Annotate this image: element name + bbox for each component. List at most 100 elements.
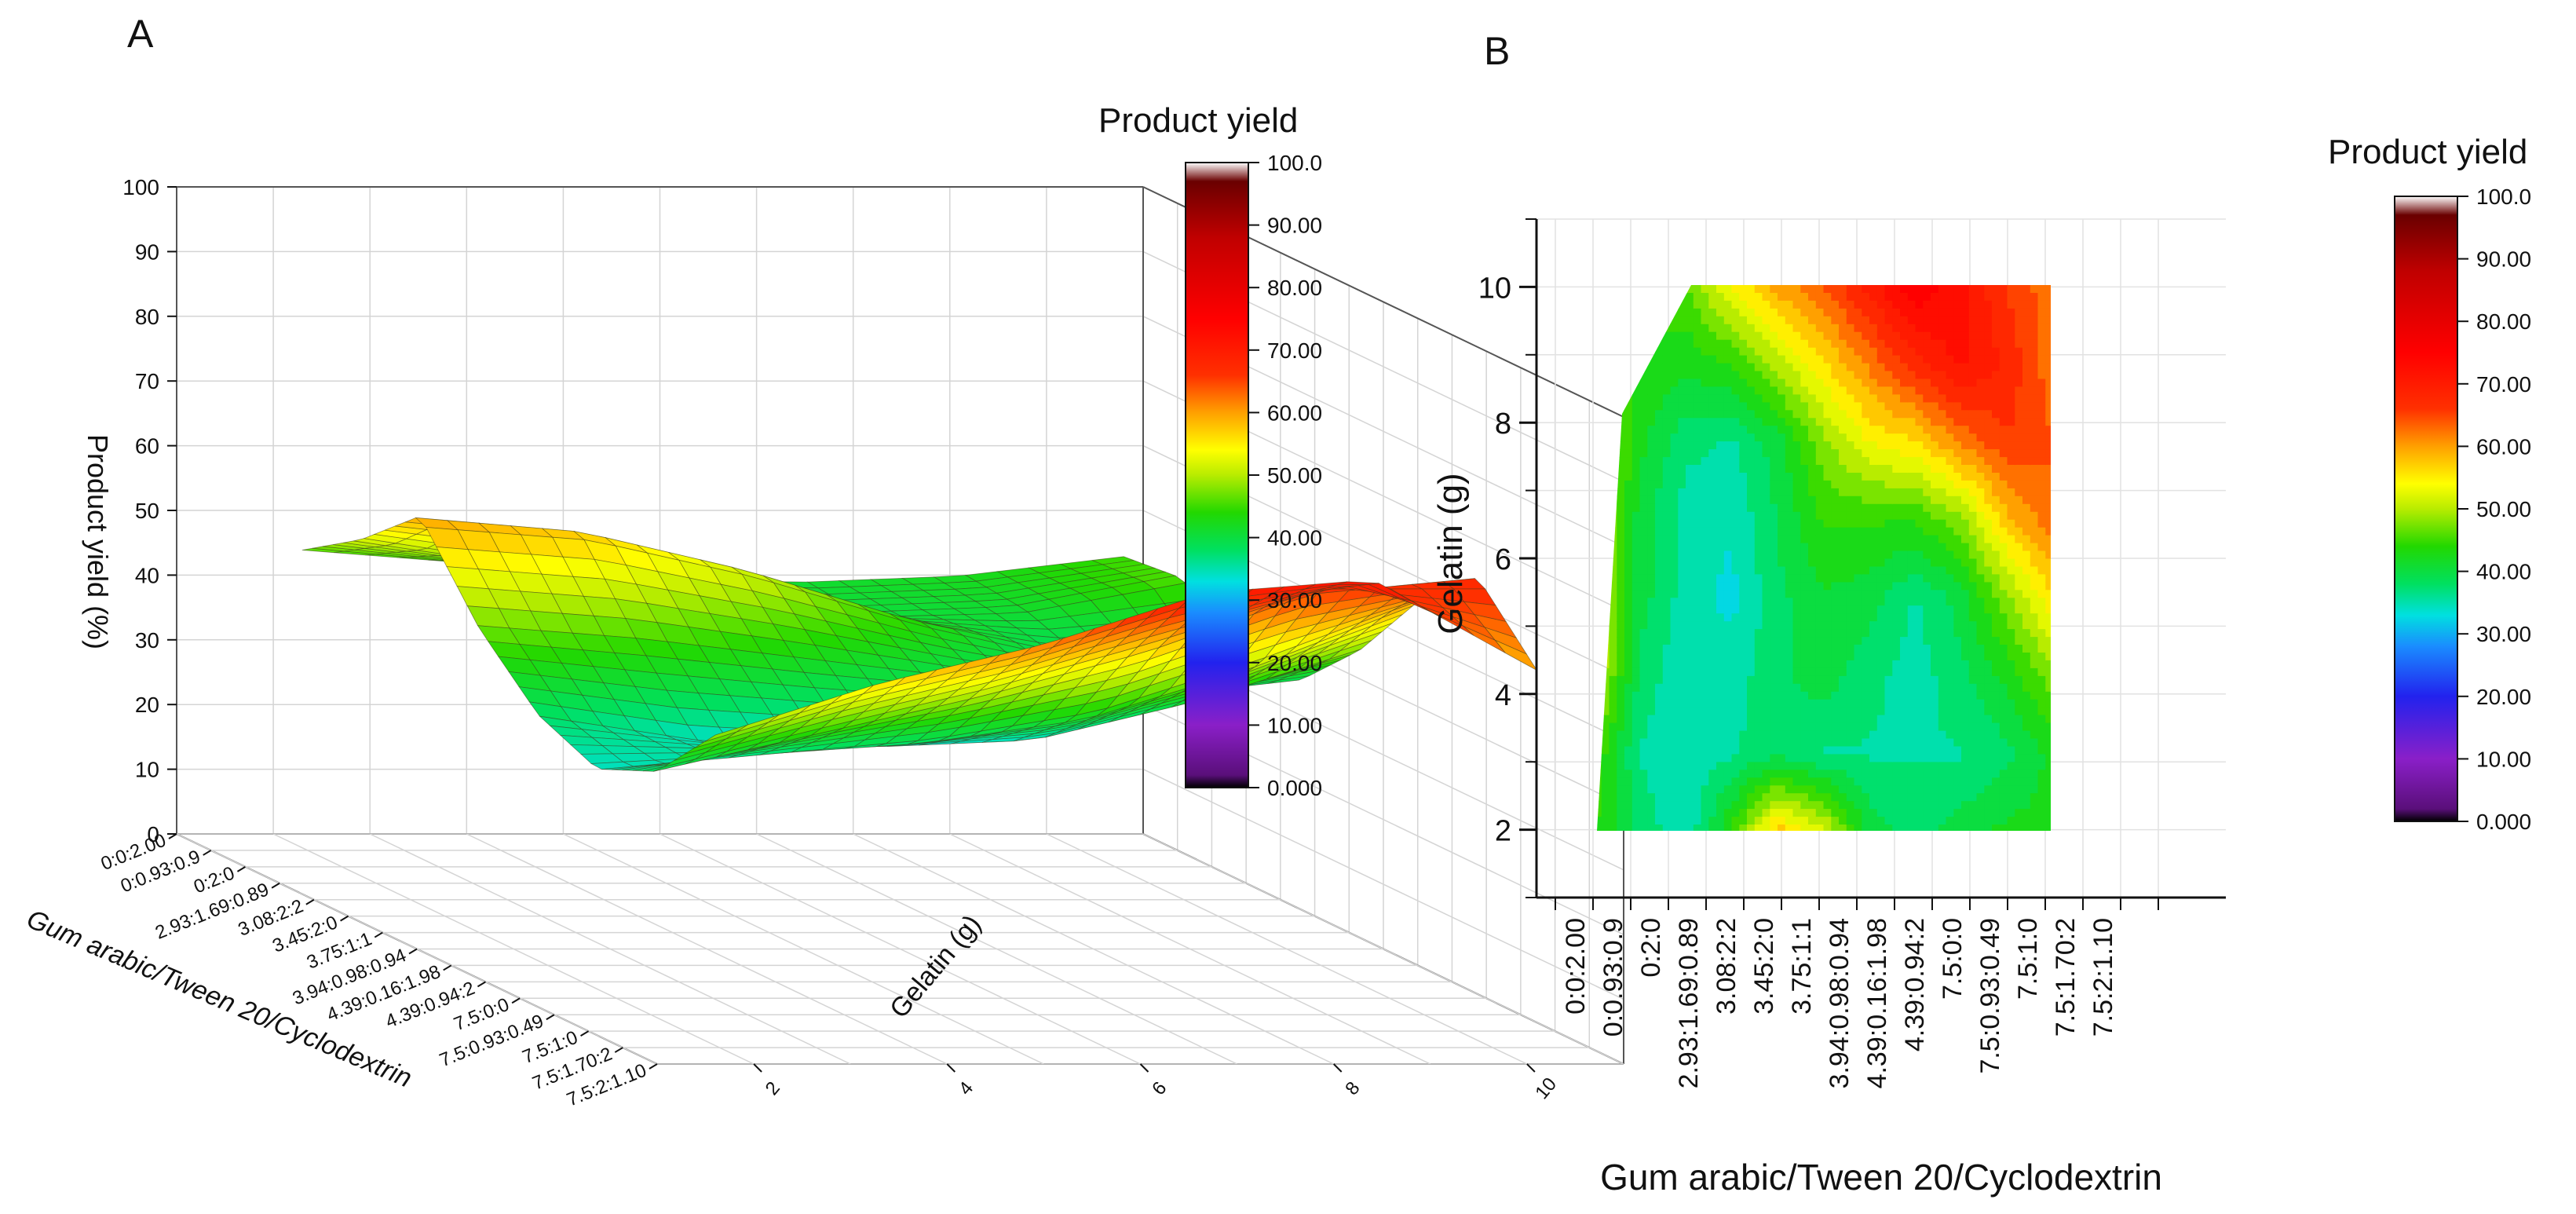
contour-cell: [1854, 441, 1862, 450]
contour-cell: [1762, 449, 1770, 458]
contour-cell: [1946, 535, 1954, 544]
contour-cell: [1915, 582, 1924, 591]
contour-cell: [1754, 660, 1763, 669]
contour-cell: [1831, 770, 1840, 778]
contour-cell: [1961, 339, 1970, 349]
contour-cell: [1854, 746, 1862, 755]
contour-cell: [1815, 707, 1825, 716]
contour-cell: [1915, 550, 1924, 560]
contour-cell: [1900, 527, 1909, 536]
contour-cell: [1655, 449, 1664, 458]
contour-cell: [1938, 817, 1947, 825]
contour-cell: [1785, 402, 1794, 411]
contour-cell: [1946, 574, 1954, 583]
contour-cell: [1900, 762, 1909, 770]
contour-cell: [1624, 785, 1633, 794]
contour-cell: [1900, 503, 1909, 513]
contour-cell: [1662, 394, 1672, 403]
contour-cell: [1770, 402, 1778, 411]
contour-cell: [1792, 418, 1801, 426]
contour-cell: [1815, 402, 1825, 411]
contour-cell: [1731, 683, 1740, 693]
contour-cell: [1731, 371, 1740, 380]
contour-cell: [1617, 582, 1625, 591]
contour-cell: [1876, 762, 1886, 770]
contour-cell: [1670, 691, 1679, 700]
contour-cell: [1815, 801, 1825, 810]
contour-cell: [1693, 817, 1702, 825]
contour-cell: [1639, 355, 1648, 364]
contour-cell: [1601, 574, 1610, 583]
contour-cell: [1778, 730, 1786, 740]
contour-cell: [1678, 777, 1686, 786]
contour-cell: [1846, 293, 1855, 302]
contour-cell: [1778, 308, 1786, 317]
contour-cell: [1601, 449, 1610, 458]
contour-cell: [1961, 590, 1970, 598]
contour-cell: [1686, 777, 1694, 786]
contour-cell: [1946, 793, 1954, 802]
contour-cell: [1831, 683, 1840, 693]
contour-cell: [1624, 777, 1633, 786]
contour-cell: [1597, 707, 1602, 716]
contour-cell: [1655, 598, 1664, 606]
contour-cell: [1892, 825, 1901, 831]
contour-cell: [1597, 605, 1602, 614]
contour-cell: [1723, 699, 1733, 708]
contour-cell: [1609, 691, 1617, 700]
contour-cell: [1923, 331, 1931, 341]
contour-cell: [1900, 386, 1909, 395]
contour-cell: [1792, 629, 1801, 638]
contour-cell: [1923, 480, 1931, 489]
contour-cell: [1785, 653, 1794, 661]
contour-cell: [1609, 667, 1617, 677]
contour-cell: [1708, 449, 1717, 458]
contour-cell: [1639, 801, 1648, 810]
contour-cell: [1831, 324, 1840, 333]
contour-cell: [1609, 324, 1617, 333]
contour-cell: [1953, 825, 1962, 831]
contour-cell: [1892, 637, 1901, 645]
contour-cell: [1846, 386, 1855, 395]
contour-cell: [1631, 527, 1641, 536]
contour-cell: [1938, 355, 1947, 364]
contour-cell: [1617, 339, 1625, 349]
contour-cell: [1631, 770, 1641, 778]
contour-cell: [1655, 582, 1664, 591]
contour-cell: [1976, 465, 1985, 474]
contour-cell: [1931, 817, 1939, 825]
contour-cell: [1762, 519, 1770, 528]
contour-cell: [1754, 590, 1763, 598]
contour-cell: [1907, 363, 1916, 372]
contour-cell: [1631, 426, 1641, 434]
contour-cell: [1754, 801, 1763, 810]
contour-cell: [1754, 683, 1763, 693]
contour-cell: [1678, 339, 1686, 349]
contour-cell: [1823, 667, 1832, 677]
contour-cell: [1770, 613, 1778, 622]
contour-cell: [1808, 316, 1817, 325]
contour-cell: [1693, 667, 1702, 677]
contour-cell: [1900, 293, 1909, 302]
contour-cell: [1708, 793, 1717, 802]
contour-cell: [1647, 793, 1656, 802]
contour-cell: [1601, 558, 1610, 568]
contour-cell: [1639, 449, 1648, 458]
contour-cell: [1792, 722, 1801, 732]
contour-cell: [1597, 543, 1602, 552]
contour-cell: [1770, 645, 1778, 653]
contour-cell: [1946, 410, 1954, 419]
contour-cell: [1631, 285, 1641, 294]
contour-cell: [1678, 645, 1686, 653]
contour-cell: [1869, 316, 1878, 325]
contour-cell: [1639, 558, 1648, 568]
contour-cell: [1953, 660, 1962, 669]
contour-cell: [1770, 433, 1778, 442]
contour-cell: [1846, 324, 1855, 333]
contour-cell: [1815, 465, 1825, 474]
contour-cell: [1754, 511, 1763, 521]
contour-cell: [1976, 566, 1985, 576]
contour-cell: [1800, 394, 1809, 403]
contour-cell: [1731, 324, 1740, 333]
contour-cell: [1678, 629, 1686, 638]
